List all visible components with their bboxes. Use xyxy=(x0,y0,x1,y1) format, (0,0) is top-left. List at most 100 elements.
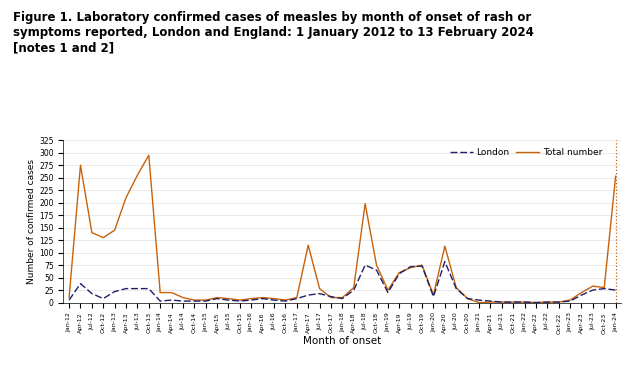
London xyxy=(134,286,141,291)
Total number xyxy=(543,300,551,304)
Total number xyxy=(430,293,437,297)
London xyxy=(430,294,437,299)
London xyxy=(396,271,403,276)
London xyxy=(224,298,232,302)
Total number xyxy=(316,286,323,291)
Total number xyxy=(247,296,255,301)
Total number xyxy=(384,288,392,292)
Total number xyxy=(145,153,153,158)
Total number xyxy=(600,285,608,290)
London xyxy=(361,263,369,267)
London xyxy=(464,296,472,301)
London xyxy=(191,299,198,303)
London xyxy=(111,289,119,294)
Total number xyxy=(168,290,176,295)
Total number xyxy=(498,300,505,304)
London xyxy=(339,296,346,301)
Total number xyxy=(612,174,619,178)
London xyxy=(407,265,415,269)
London xyxy=(509,300,517,304)
Total number xyxy=(327,295,335,300)
Total number xyxy=(350,285,358,290)
Line: London: London xyxy=(69,262,616,303)
Total number xyxy=(396,270,403,275)
London xyxy=(453,286,460,291)
Total number xyxy=(100,235,107,240)
London xyxy=(350,288,358,292)
Total number xyxy=(339,295,346,300)
London xyxy=(578,293,585,297)
Total number xyxy=(304,243,312,247)
London xyxy=(77,282,84,286)
Total number xyxy=(77,163,84,168)
Total number xyxy=(476,300,483,305)
London xyxy=(418,264,426,268)
London xyxy=(600,286,608,291)
London xyxy=(259,296,266,301)
London xyxy=(589,288,597,292)
Total number xyxy=(453,285,460,290)
London xyxy=(213,296,221,301)
London xyxy=(373,268,380,272)
Total number xyxy=(441,244,449,248)
London xyxy=(521,300,528,304)
Total number xyxy=(578,290,585,295)
Total number xyxy=(407,265,415,270)
Total number xyxy=(373,263,380,267)
Total number xyxy=(179,295,187,300)
Total number xyxy=(361,201,369,206)
London xyxy=(543,300,551,304)
Total number xyxy=(65,295,73,300)
London xyxy=(157,299,164,303)
London xyxy=(270,298,278,302)
Total number xyxy=(202,298,209,302)
London xyxy=(179,299,187,303)
London xyxy=(566,299,574,303)
Total number xyxy=(464,296,472,301)
London xyxy=(247,298,255,302)
London xyxy=(532,300,540,305)
London xyxy=(304,293,312,297)
Line: Total number: Total number xyxy=(69,155,616,303)
Total number xyxy=(281,298,289,302)
London xyxy=(327,294,335,299)
London xyxy=(88,292,96,296)
X-axis label: Month of onset: Month of onset xyxy=(303,336,382,346)
Total number xyxy=(589,284,597,288)
Total number xyxy=(191,298,198,302)
London xyxy=(316,292,323,296)
Total number xyxy=(157,290,164,295)
London xyxy=(498,300,505,304)
Total number xyxy=(566,298,574,302)
Total number xyxy=(293,295,301,300)
Total number xyxy=(486,300,494,304)
Total number xyxy=(122,196,130,200)
London xyxy=(612,288,619,292)
London xyxy=(486,299,494,303)
Total number xyxy=(224,296,232,301)
Text: Figure 1. Laboratory confirmed cases of measles by month of onset of rash or
sym: Figure 1. Laboratory confirmed cases of … xyxy=(13,11,534,54)
Total number xyxy=(532,300,540,305)
Total number xyxy=(418,263,426,267)
Total number xyxy=(259,295,266,300)
London xyxy=(168,298,176,302)
Total number xyxy=(111,228,119,232)
London xyxy=(555,300,562,304)
Total number xyxy=(213,295,221,300)
London xyxy=(281,299,289,303)
London xyxy=(122,286,130,291)
London xyxy=(476,298,483,302)
Total number xyxy=(134,173,141,177)
London xyxy=(202,299,209,303)
London xyxy=(236,299,243,303)
London xyxy=(293,296,301,301)
London xyxy=(65,298,73,302)
Total number xyxy=(521,300,528,304)
Total number xyxy=(88,230,96,235)
Legend: London, Total number: London, Total number xyxy=(446,145,605,161)
London xyxy=(100,296,107,301)
London xyxy=(145,286,153,291)
London xyxy=(441,259,449,264)
Total number xyxy=(270,296,278,301)
Total number xyxy=(236,298,243,302)
